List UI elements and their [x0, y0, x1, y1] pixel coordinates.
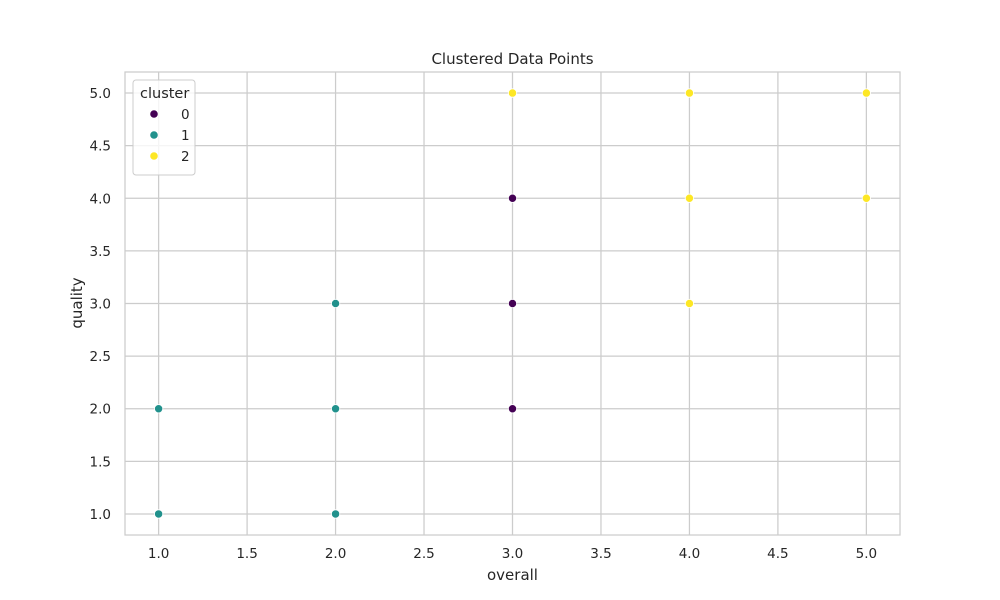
x-tick-label: 2.0: [325, 546, 346, 562]
y-tick-label: 5.0: [90, 86, 111, 102]
y-tick-label: 4.0: [90, 191, 111, 207]
y-tick-label: 4.5: [90, 139, 111, 155]
data-point-cluster-0: [507, 298, 518, 309]
data-point-cluster-2: [861, 88, 872, 98]
data-point-cluster-2: [861, 193, 872, 203]
x-tick-label: 3.5: [590, 546, 611, 562]
data-point-cluster-2: [507, 88, 518, 98]
data-points: [153, 88, 872, 519]
x-tick-label: 1.5: [236, 546, 257, 562]
data-point-cluster-1: [330, 404, 341, 414]
x-tick-label: 2.5: [413, 546, 434, 562]
data-point-cluster-0: [507, 193, 518, 203]
x-axis-label: overall: [487, 566, 538, 584]
data-point-cluster-1: [153, 509, 164, 519]
y-tick-label: 3.0: [90, 297, 111, 313]
legend-box: [132, 79, 196, 176]
legend-items: 0 1 2: [150, 107, 190, 165]
data-point-cluster-0: [507, 404, 518, 414]
x-tick-labels: 1.0 1.5 2.0 2.5 3.0 3.5 4.0 4.5 5.0: [148, 546, 877, 562]
plot-frame: [124, 71, 901, 536]
y-axis-label: quality: [68, 277, 86, 328]
x-tick-label: 4.0: [679, 546, 700, 562]
legend-label-0: 0: [181, 107, 190, 123]
x-tick-label: 3.0: [502, 546, 523, 562]
chart-title: Clustered Data Points: [431, 50, 593, 68]
legend-marker-1: [150, 131, 158, 139]
legend-marker-0: [150, 110, 158, 118]
x-tick-label: 4.5: [767, 546, 788, 562]
y-tick-label: 3.5: [90, 244, 111, 260]
legend-title: cluster: [140, 86, 189, 102]
legend: cluster 0 1 2: [132, 79, 196, 176]
y-tick-labels: 1.0 1.5 2.0 2.5 3.0 3.5 4.0 4.5 5.0: [90, 86, 111, 523]
data-point-cluster-1: [330, 509, 341, 519]
y-tick-label: 1.5: [90, 454, 111, 470]
x-tick-label: 5.0: [856, 546, 877, 562]
data-point-cluster-2: [684, 193, 695, 203]
y-tick-label: 1.0: [90, 507, 111, 523]
data-point-cluster-1: [330, 298, 341, 309]
legend-label-2: 2: [181, 149, 190, 165]
data-point-cluster-2: [684, 88, 695, 98]
legend-label-1: 1: [181, 128, 190, 144]
x-tick-label: 1.0: [148, 546, 169, 562]
y-tick-label: 2.0: [90, 402, 111, 418]
data-point-cluster-1: [153, 404, 164, 414]
y-tick-label: 2.5: [90, 349, 111, 365]
legend-marker-2: [150, 152, 158, 160]
data-point-cluster-2: [684, 298, 695, 309]
